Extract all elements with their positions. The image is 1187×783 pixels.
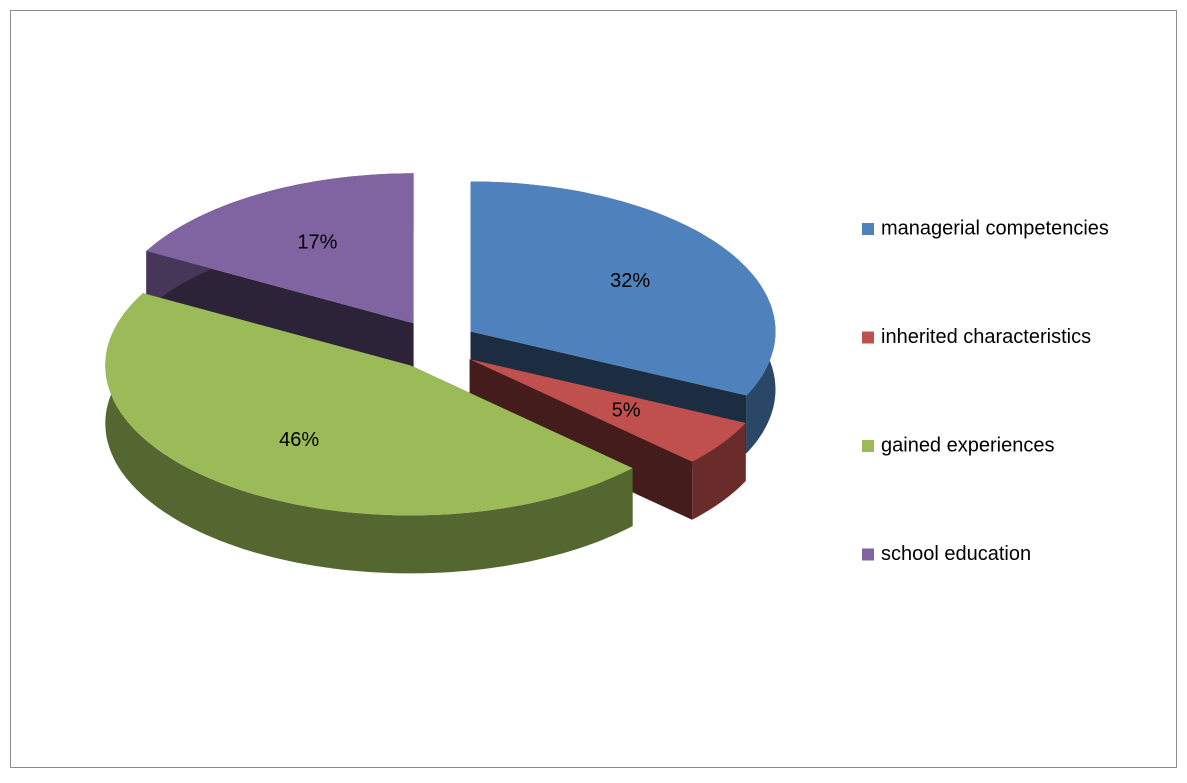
slice bbox=[469, 359, 746, 462]
legend-swatch bbox=[862, 331, 874, 344]
slice-side bbox=[105, 293, 633, 574]
slice-wall bbox=[469, 359, 693, 520]
legend-label: inherited characteristics bbox=[881, 326, 1091, 348]
slice bbox=[105, 293, 633, 516]
slice bbox=[470, 181, 776, 396]
slice-side bbox=[692, 423, 746, 520]
legend-label: gained experiences bbox=[881, 434, 1054, 456]
data-label: 46% bbox=[279, 429, 319, 451]
slice bbox=[146, 173, 414, 324]
data-label: 32% bbox=[610, 270, 650, 292]
legend-label: school education bbox=[881, 543, 1031, 565]
data-label: 17% bbox=[297, 232, 337, 254]
legend-swatch bbox=[862, 440, 874, 452]
legend-label: managerial competencies bbox=[881, 217, 1109, 239]
data-label: 5% bbox=[612, 400, 641, 422]
legend-swatch bbox=[862, 223, 874, 235]
legend-swatch bbox=[862, 548, 874, 561]
